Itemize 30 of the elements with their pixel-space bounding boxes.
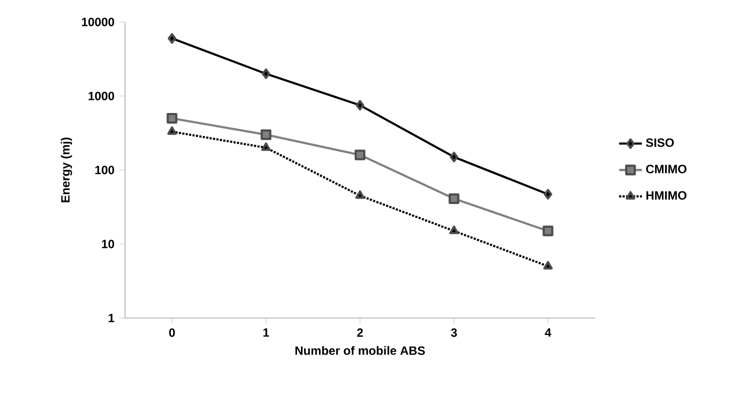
point: [448, 193, 460, 204]
x-tick-label: 1: [263, 328, 269, 337]
legend-label: HMIMO: [646, 191, 686, 200]
x-tick-label: 3: [450, 328, 457, 337]
point: [262, 68, 270, 80]
point: [449, 226, 459, 234]
x-tick-label: 2: [357, 328, 363, 337]
point: [261, 142, 271, 151]
point: [542, 226, 554, 236]
x-tick-label: 0: [169, 328, 175, 337]
y-tick-label: 10: [102, 240, 114, 248]
x-tick-label: 4: [544, 328, 552, 337]
x-axis-title: Number of mobile ABS: [295, 346, 425, 355]
y-tick-label: 10000: [82, 18, 114, 26]
point: [167, 126, 177, 135]
point: [543, 260, 553, 270]
point: [450, 152, 458, 162]
y-tick-label: 1000: [88, 92, 114, 100]
legend-label: CMIMO: [646, 164, 686, 174]
legend-label: SISO: [646, 138, 674, 147]
point: [544, 188, 552, 200]
point: [355, 190, 365, 199]
point: [354, 150, 366, 160]
y-tick-label: 1: [108, 314, 114, 322]
point: [356, 100, 364, 111]
y-axis-title: Energy (mj): [60, 138, 72, 202]
point: [166, 112, 178, 124]
y-tick-label: 100: [95, 166, 114, 174]
point: [168, 33, 176, 44]
point: [260, 129, 272, 140]
